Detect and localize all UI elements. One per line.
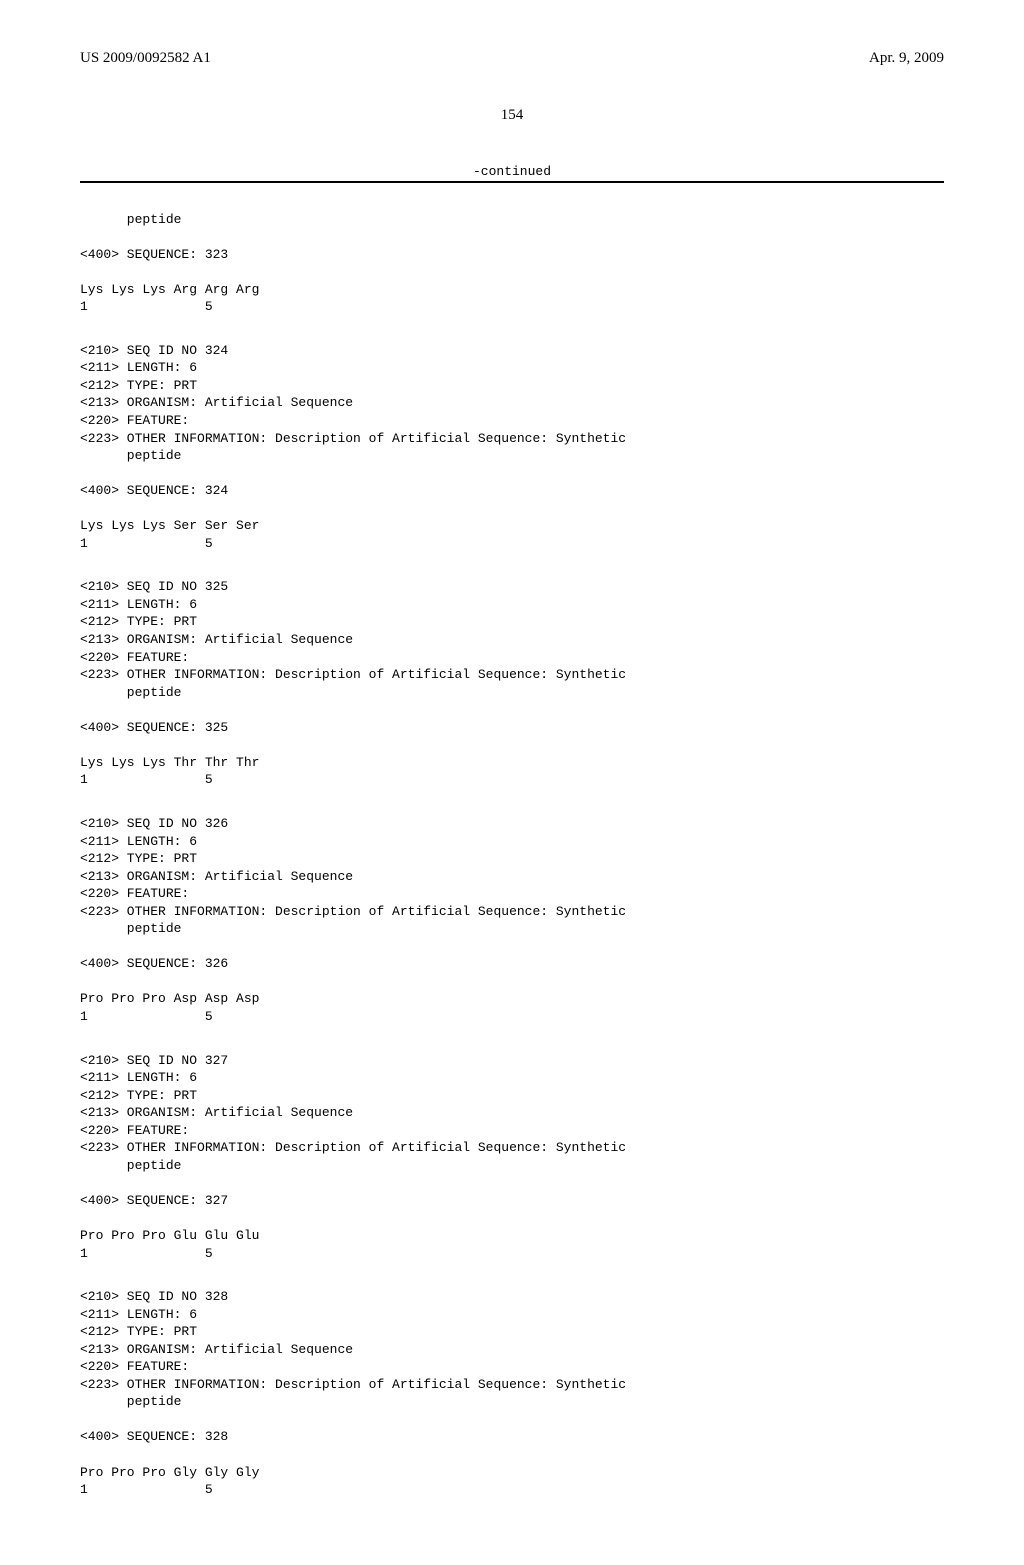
sequence-entry: <210> SEQ ID NO 325 <211> LENGTH: 6 <212… [80,578,944,789]
publication-number: US 2009/0092582 A1 [80,50,211,67]
sequence-entry: <210> SEQ ID NO 324 <211> LENGTH: 6 <212… [80,342,944,553]
residues-line: Lys Lys Lys Arg Arg Arg [80,282,259,297]
sequence-entry: <210> SEQ ID NO 327 <211> LENGTH: 6 <212… [80,1052,944,1263]
page-number: 154 [80,107,944,124]
sequence-entry: <210> SEQ ID NO 326 <211> LENGTH: 6 <212… [80,815,944,1026]
sequence-header: <400> SEQUENCE: 323 [80,247,228,262]
continued-label: -continued [80,164,944,179]
sequence-fragment-top: peptide <400> SEQUENCE: 323 Lys Lys Lys … [80,193,944,316]
publication-date: Apr. 9, 2009 [869,50,944,67]
sequence-entries: <210> SEQ ID NO 324 <211> LENGTH: 6 <212… [80,342,944,1499]
peptide-line: peptide [80,212,181,227]
horizontal-rule [80,181,944,183]
positions-line: 1 5 [80,299,213,314]
page-header: US 2009/0092582 A1 Apr. 9, 2009 [80,50,944,67]
page-container: US 2009/0092582 A1 Apr. 9, 2009 154 -con… [0,0,1024,1565]
